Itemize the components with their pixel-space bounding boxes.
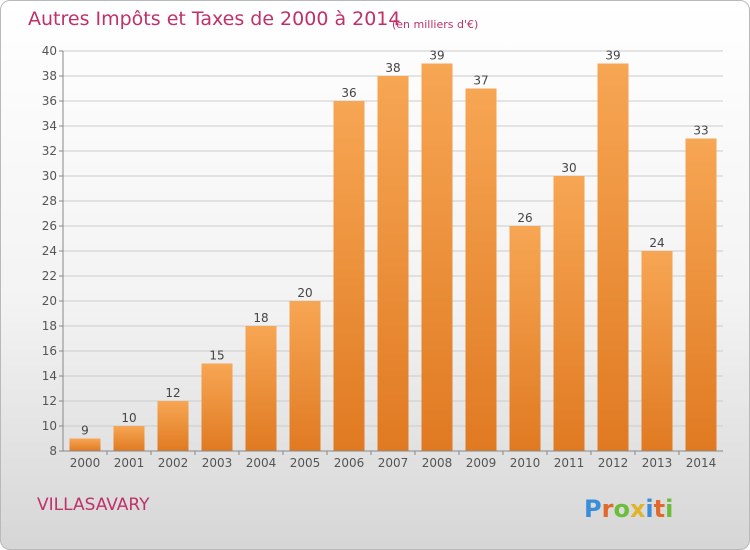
y-tick-label: 14 (42, 369, 57, 383)
y-tick-label: 40 (42, 44, 57, 58)
y-tick-label: 8 (49, 444, 57, 458)
y-tick-label: 20 (42, 294, 57, 308)
bar-2011 (553, 176, 585, 451)
x-axis: 2000 2001 2002 2003 2004 2005 2006 2007 2008 2009… (63, 450, 723, 470)
y-tick-label: 32 (42, 144, 57, 158)
value-label-2006: 36 (341, 86, 356, 100)
y-tick-label: 16 (42, 344, 57, 358)
x-tick-label-2011: 2011 (554, 456, 585, 470)
value-label-2014: 33 (693, 124, 708, 138)
y-tick-label: 12 (42, 394, 57, 408)
x-tick-label-2001: 2001 (114, 456, 145, 470)
value-label-2011: 30 (561, 161, 576, 175)
bar-2010 (509, 226, 541, 451)
bar-2013 (641, 251, 673, 451)
x-tick-label-2013: 2013 (642, 456, 673, 470)
bar-2007 (377, 76, 409, 451)
x-tick-label-2000: 2000 (70, 456, 101, 470)
y-tick-label: 34 (42, 119, 57, 133)
value-label-2007: 38 (385, 61, 400, 75)
y-tick-label: 28 (42, 194, 57, 208)
commune-name: VILLASAVARY (37, 495, 150, 515)
svg-text:Proxiti: Proxiti (584, 495, 673, 523)
x-tick-label-2002: 2002 (158, 456, 189, 470)
x-tick-label-2007: 2007 (378, 456, 409, 470)
proxiti-logo: Proxiti (584, 495, 673, 523)
x-tick-label-2006: 2006 (334, 456, 365, 470)
bar-2001 (113, 426, 145, 451)
bar-2005 (289, 301, 321, 451)
y-tick-label: 24 (42, 244, 57, 258)
y-tick-label: 38 (42, 69, 57, 83)
x-tick-label-2004: 2004 (246, 456, 277, 470)
y-tick-label: 36 (42, 94, 57, 108)
bar-2009 (465, 88, 497, 451)
y-tick-label: 30 (42, 169, 57, 183)
value-label-2005: 20 (297, 286, 312, 300)
x-tick-label-2010: 2010 (510, 456, 541, 470)
y-tick-label: 26 (42, 219, 57, 233)
bar-2002 (157, 401, 189, 451)
value-label-2013: 24 (649, 236, 664, 250)
x-tick-label-2008: 2008 (422, 456, 453, 470)
value-label-2010: 26 (517, 211, 532, 225)
y-tick-label: 22 (42, 269, 57, 283)
bar-2006 (333, 101, 365, 451)
y-tick-label: 10 (42, 419, 57, 433)
bars (69, 63, 717, 451)
bar-2008 (421, 63, 453, 451)
chart-subtitle: (en milliers d'€) (392, 18, 479, 31)
value-labels: 9 10 12 15 18 20 36 38 39 37 26 30 39 24 33 (81, 49, 708, 438)
x-tick-label-2012: 2012 (598, 456, 629, 470)
value-label-2000: 9 (81, 424, 89, 438)
y-axis: 8 10 12 14 16 18 20 22 24 26 28 30 32 34 36 38 40 (42, 44, 64, 458)
x-tick-label-2005: 2005 (290, 456, 321, 470)
value-label-2003: 15 (209, 349, 224, 363)
bar-2003 (201, 363, 233, 451)
value-label-2002: 12 (165, 386, 180, 400)
x-tick-label-2009: 2009 (466, 456, 497, 470)
value-label-2001: 10 (121, 411, 136, 425)
y-tick-label: 18 (42, 319, 57, 333)
bar-2004 (245, 326, 277, 451)
bar-2014 (685, 138, 717, 451)
chart-title: Autres Impôts et Taxes de 2000 à 2014 (28, 8, 401, 30)
bar-2012 (597, 63, 629, 451)
value-label-2004: 18 (253, 311, 268, 325)
bar-2000 (69, 438, 101, 451)
value-label-2008: 39 (429, 49, 444, 63)
x-tick-label-2014: 2014 (686, 456, 717, 470)
value-label-2009: 37 (473, 74, 488, 88)
value-label-2012: 39 (605, 49, 620, 63)
x-tick-label-2003: 2003 (202, 456, 233, 470)
